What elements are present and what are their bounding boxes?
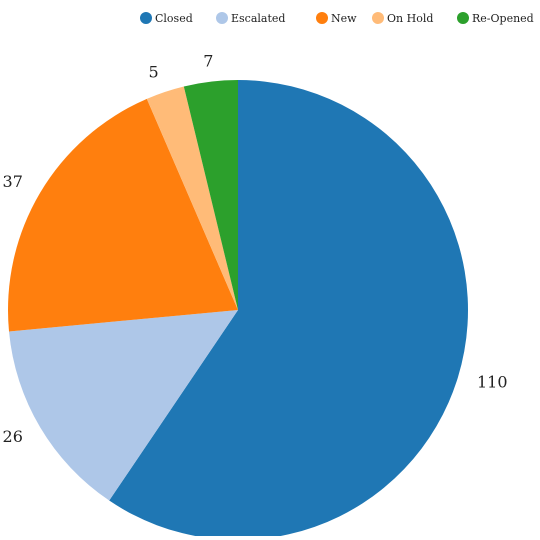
pie-slice-re-opened[interactable] — [183, 80, 238, 310]
legend-swatch-new — [316, 12, 328, 24]
chart-legend: Closed Escalated New On Hold Re-Opened — [140, 12, 534, 25]
legend-item-re-opened[interactable]: Re-Opened — [457, 12, 534, 25]
data-label-closed: 110 — [477, 373, 508, 392]
legend-label-escalated: Escalated — [231, 12, 285, 25]
pie-slices — [7, 80, 469, 540]
legend-item-on-hold[interactable]: On Hold — [372, 12, 433, 25]
legend-item-escalated[interactable]: Escalated — [216, 12, 285, 25]
pie-slice-closed[interactable] — [109, 80, 469, 540]
data-label-escalated: 26 — [3, 427, 23, 446]
legend-item-closed[interactable]: Closed — [140, 12, 193, 25]
legend-label-re-opened: Re-Opened — [472, 12, 534, 25]
legend-swatch-escalated — [216, 12, 228, 24]
legend-swatch-closed — [140, 12, 152, 24]
data-label-new: 37 — [3, 172, 23, 191]
data-label-on-hold: 5 — [149, 62, 159, 81]
pie-slice-on-hold[interactable] — [146, 86, 238, 310]
slice-labels: 110 26 37 5 7 — [3, 51, 508, 446]
legend-swatch-on-hold — [372, 12, 384, 24]
legend-label-closed: Closed — [155, 12, 193, 25]
pie-slice-escalated[interactable] — [9, 310, 238, 501]
data-label-re-opened: 7 — [203, 51, 213, 70]
legend-swatch-re-opened — [457, 12, 469, 24]
legend-item-new[interactable]: New — [316, 12, 357, 25]
legend-label-new: New — [331, 12, 357, 25]
legend-label-on-hold: On Hold — [387, 12, 433, 25]
pie-slice-new[interactable] — [7, 98, 238, 332]
